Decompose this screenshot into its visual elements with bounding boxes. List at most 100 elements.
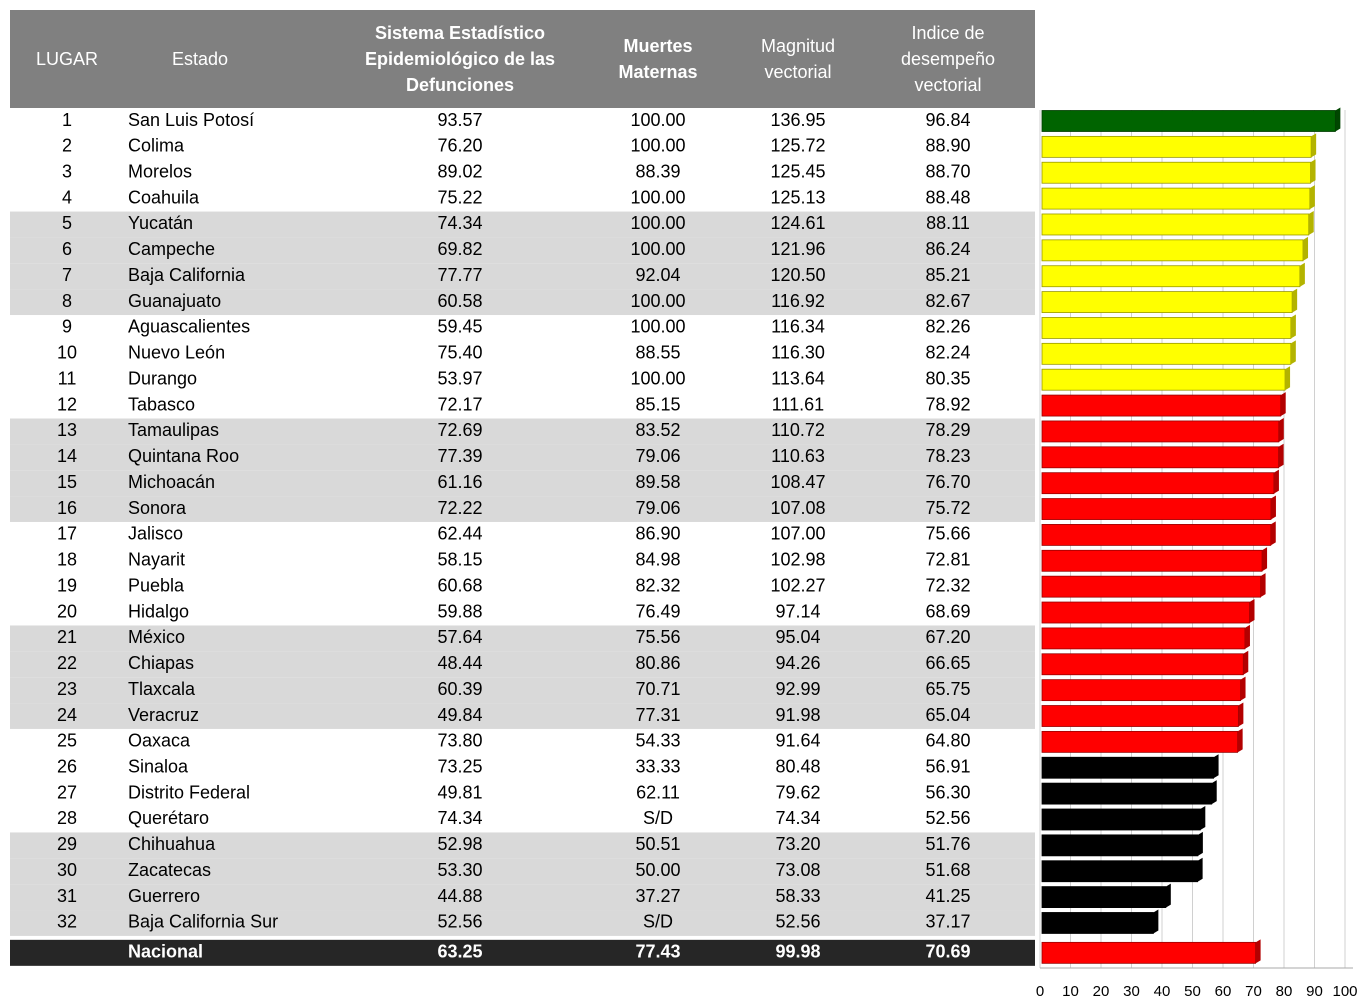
bar (1041, 472, 1275, 495)
cell: 82.24 (925, 343, 970, 363)
cell: 74.34 (437, 213, 482, 233)
cell: 72.32 (925, 575, 970, 595)
cell: 56.30 (925, 782, 970, 802)
cell: Tamaulipas (128, 420, 219, 440)
cell: 52.56 (437, 912, 482, 932)
cell: 73.20 (775, 834, 820, 854)
cell: Michoacán (128, 472, 215, 492)
cell: Chihuahua (128, 834, 216, 854)
cell: 13 (57, 420, 77, 440)
cell: Guanajuato (128, 291, 221, 311)
cell: 75.40 (437, 343, 482, 363)
cell: 68.69 (925, 601, 970, 621)
cell: 75.56 (635, 627, 680, 647)
cell: 61.16 (437, 472, 482, 492)
cell: Colima (128, 136, 185, 156)
cell: Coahuila (128, 187, 200, 207)
cell: 54.33 (635, 731, 680, 751)
cell: 100.00 (630, 239, 685, 259)
bar-side (1255, 939, 1261, 964)
cell: 107.00 (770, 524, 825, 544)
cell: 51.76 (925, 834, 970, 854)
cell: 85.21 (925, 265, 970, 285)
cell: 16 (57, 498, 77, 518)
bar-side (1243, 650, 1249, 675)
x-tick-label: 50 (1184, 983, 1201, 999)
cell: 50.00 (635, 860, 680, 880)
bar (1041, 239, 1304, 262)
cell: 29 (57, 834, 77, 854)
cell: 8 (62, 291, 72, 311)
row-shade (10, 211, 1035, 238)
bar-side (1240, 676, 1246, 701)
cell: S/D (643, 808, 673, 828)
cell: 6 (62, 239, 72, 259)
bar (1041, 834, 1199, 857)
header-text: Epidemiológico de las (365, 49, 555, 69)
header-bg (10, 10, 1035, 108)
cell: Yucatán (128, 213, 193, 233)
cell: 73.08 (775, 860, 820, 880)
cell: Durango (128, 368, 197, 388)
cell: 78.92 (925, 394, 970, 414)
cell: Sinaloa (128, 757, 189, 777)
bar-side (1299, 262, 1305, 287)
cell: 76.20 (437, 136, 482, 156)
cell: 75.22 (437, 187, 482, 207)
cell: 37.27 (635, 886, 680, 906)
cell: 125.45 (770, 161, 825, 181)
cell: 70.71 (635, 679, 680, 699)
cell: 89.02 (437, 161, 482, 181)
bar (1041, 782, 1213, 805)
header-text: Estado (172, 49, 228, 69)
bar-side (1278, 443, 1284, 468)
header-text: vectorial (764, 62, 831, 82)
cell: 125.72 (770, 136, 825, 156)
bar (1041, 420, 1280, 443)
x-tick-label: 0 (1036, 983, 1044, 999)
bar (1041, 941, 1257, 964)
bar-side (1153, 909, 1159, 934)
bar-side (1197, 857, 1203, 882)
cell: 74.34 (437, 808, 482, 828)
header-text: Defunciones (406, 75, 514, 95)
bar-side (1197, 831, 1203, 856)
cell: 75.66 (925, 524, 970, 544)
cell: 110.63 (771, 446, 825, 466)
bar (1041, 575, 1261, 598)
bar-side (1278, 417, 1284, 442)
bar-side (1290, 314, 1296, 339)
row-shade (10, 884, 1035, 911)
total-cell: 63.25 (437, 942, 482, 962)
cell: 72.17 (437, 394, 482, 414)
bar-side (1213, 754, 1219, 779)
cell: 65.75 (925, 679, 970, 699)
cell: 20 (57, 601, 77, 621)
bar (1041, 653, 1244, 676)
bar-side (1303, 236, 1309, 261)
bar-side (1310, 159, 1316, 184)
cell: 52.98 (437, 834, 482, 854)
cell: 19 (57, 575, 77, 595)
cell: 72.69 (437, 420, 482, 440)
cell: 14 (57, 446, 77, 466)
cell: 52.56 (925, 808, 970, 828)
cell: 82.26 (925, 317, 970, 337)
bar-side (1273, 469, 1279, 494)
bar (1041, 730, 1239, 753)
cell: 80.86 (635, 653, 680, 673)
cell: San Luis Potosí (128, 110, 254, 130)
bar (1041, 498, 1272, 520)
row-shade (10, 289, 1035, 316)
bar-side (1285, 366, 1291, 391)
cell: 5 (62, 213, 72, 233)
header-text: LUGAR (36, 49, 98, 69)
cell: 100.00 (630, 187, 685, 207)
cell: 76.70 (925, 472, 970, 492)
bar-side (1260, 573, 1266, 598)
cell: 82.67 (925, 291, 970, 311)
total-cell: 99.98 (775, 942, 820, 962)
cell: 58.15 (437, 550, 482, 570)
cell: 73.80 (437, 731, 482, 751)
row-shade (10, 470, 1035, 497)
